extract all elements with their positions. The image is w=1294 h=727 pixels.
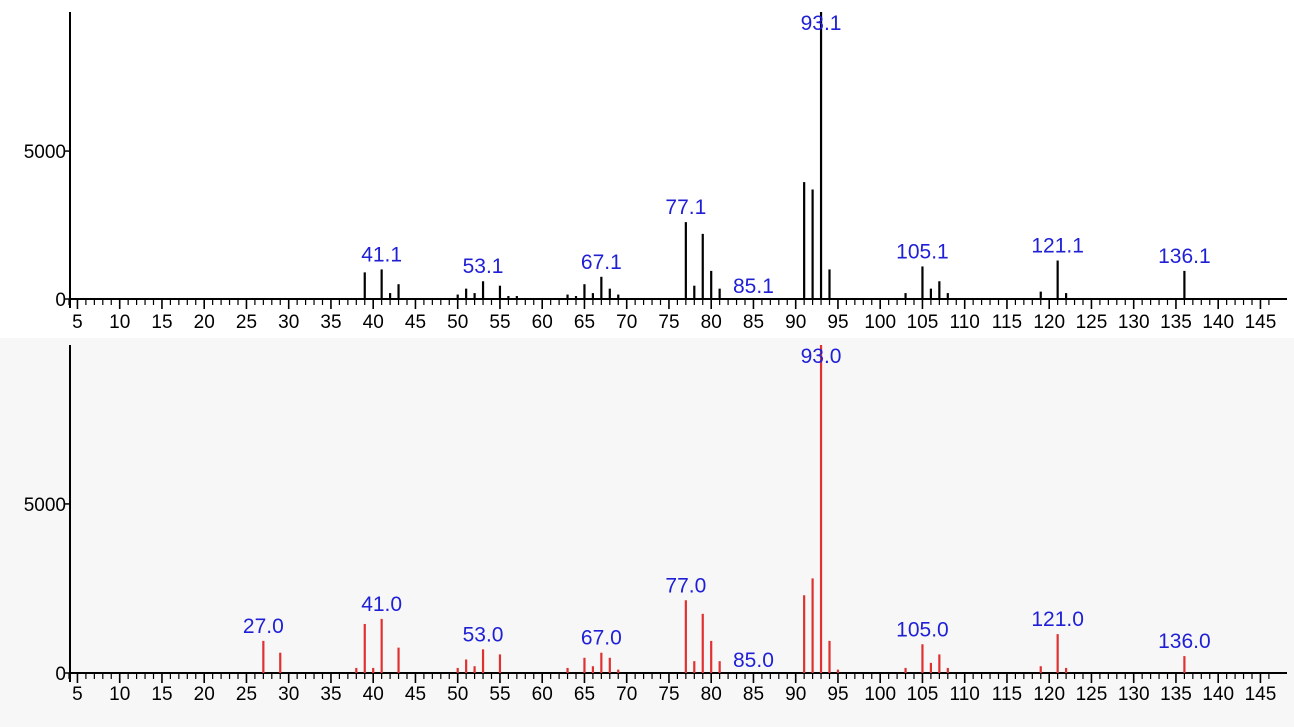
peak-annotation: 136.0 bbox=[1158, 630, 1211, 653]
peak-annotation: 105.0 bbox=[896, 618, 949, 641]
peak-annotation: 53.0 bbox=[463, 623, 504, 646]
x-tick-label: 115 bbox=[992, 312, 1022, 333]
x-tick-label: 50 bbox=[447, 312, 468, 333]
peak-annotation: 93.1 bbox=[801, 12, 842, 35]
x-tick-label: 45 bbox=[405, 312, 426, 333]
x-tick-label: 50 bbox=[447, 684, 468, 705]
peak-annotation: 77.0 bbox=[665, 574, 706, 597]
peak-annotation: 77.1 bbox=[665, 196, 706, 219]
x-tick-label: 75 bbox=[658, 684, 679, 705]
x-tick-label: 145 bbox=[1245, 312, 1277, 333]
y-tick-label: 0 bbox=[55, 664, 66, 685]
x-tick-label: 110 bbox=[950, 684, 980, 705]
y-tick-label: 5000 bbox=[24, 495, 66, 516]
peak-annotation: 53.1 bbox=[463, 255, 504, 278]
x-tick-label: 125 bbox=[1076, 684, 1108, 705]
x-tick-label: 10 bbox=[109, 684, 130, 705]
x-tick-label: 125 bbox=[1076, 312, 1108, 333]
peak-annotation: 121.1 bbox=[1031, 235, 1084, 258]
peak-annotation: 41.1 bbox=[361, 243, 402, 266]
y-tick-label: 5000 bbox=[24, 142, 66, 163]
x-tick-label: 100 bbox=[864, 312, 896, 333]
x-tick-label: 35 bbox=[320, 684, 341, 705]
x-tick-label: 135 bbox=[1160, 684, 1192, 705]
peak-annotation: 67.0 bbox=[581, 627, 622, 650]
x-tick-label: 110 bbox=[950, 312, 980, 333]
x-tick-label: 130 bbox=[1118, 684, 1150, 705]
x-tick-label: 115 bbox=[992, 684, 1022, 705]
x-tick-label: 15 bbox=[151, 312, 172, 333]
x-tick-label: 70 bbox=[616, 684, 637, 705]
peak-annotation: 41.0 bbox=[361, 593, 402, 616]
x-tick-label: 140 bbox=[1202, 312, 1234, 333]
x-tick-label: 5 bbox=[72, 312, 83, 333]
x-tick-label: 75 bbox=[658, 312, 679, 333]
x-tick-label: 60 bbox=[532, 312, 553, 333]
peak-annotation: 93.0 bbox=[801, 345, 842, 368]
x-tick-label: 80 bbox=[701, 684, 722, 705]
x-tick-label: 40 bbox=[363, 312, 384, 333]
x-tick-label: 40 bbox=[363, 684, 384, 705]
x-tick-label: 55 bbox=[489, 312, 510, 333]
x-tick-label: 95 bbox=[827, 684, 848, 705]
x-tick-label: 20 bbox=[194, 312, 215, 333]
x-tick-label: 15 bbox=[151, 684, 172, 705]
x-tick-label: 70 bbox=[616, 312, 637, 333]
x-tick-label: 45 bbox=[405, 684, 426, 705]
x-tick-label: 55 bbox=[489, 684, 510, 705]
x-tick-label: 90 bbox=[785, 684, 806, 705]
x-tick-label: 85 bbox=[743, 312, 764, 333]
x-tick-label: 85 bbox=[743, 684, 764, 705]
x-tick-label: 120 bbox=[1033, 684, 1065, 705]
peak-annotation: 27.0 bbox=[243, 615, 284, 638]
x-tick-label: 65 bbox=[574, 312, 595, 333]
x-tick-label: 100 bbox=[864, 684, 896, 705]
x-tick-label: 135 bbox=[1160, 312, 1192, 333]
x-tick-label: 105 bbox=[907, 312, 939, 333]
peak-annotation: 136.1 bbox=[1158, 245, 1211, 268]
peak-annotation: 67.1 bbox=[581, 251, 622, 274]
x-tick-label: 30 bbox=[278, 684, 299, 705]
peak-annotation: 105.1 bbox=[896, 240, 949, 263]
peak-annotation: 121.0 bbox=[1031, 608, 1084, 631]
x-tick-label: 25 bbox=[236, 684, 257, 705]
x-tick-label: 10 bbox=[109, 312, 130, 333]
x-tick-label: 30 bbox=[278, 312, 299, 333]
x-tick-label: 130 bbox=[1118, 312, 1150, 333]
x-tick-label: 95 bbox=[827, 312, 848, 333]
lower-panel-background bbox=[0, 338, 1294, 727]
x-tick-label: 140 bbox=[1202, 684, 1234, 705]
x-tick-label: 120 bbox=[1033, 312, 1065, 333]
y-tick-label: 0 bbox=[55, 290, 66, 311]
peak-annotation: 85.1 bbox=[733, 275, 774, 298]
x-tick-label: 90 bbox=[785, 312, 806, 333]
x-tick-label: 25 bbox=[236, 312, 257, 333]
x-tick-label: 5 bbox=[72, 684, 83, 705]
x-tick-label: 80 bbox=[701, 312, 722, 333]
x-tick-label: 60 bbox=[532, 684, 553, 705]
x-tick-label: 65 bbox=[574, 684, 595, 705]
upper-spectrum: 5000 05 10 15 20 25 30 35 40 45 50 55 60 65 70 75 80 85 90… bbox=[24, 12, 1287, 333]
lower-spectrum: 5000 05 10 15 20 25 30 35 40 45 50 55 60 65 70 75 80 85 90… bbox=[24, 345, 1287, 705]
x-tick-label: 105 bbox=[907, 684, 939, 705]
x-tick-label: 35 bbox=[320, 312, 341, 333]
x-tick-label: 145 bbox=[1245, 684, 1277, 705]
x-tick-label: 20 bbox=[194, 684, 215, 705]
peak-annotation: 85.0 bbox=[733, 649, 774, 672]
